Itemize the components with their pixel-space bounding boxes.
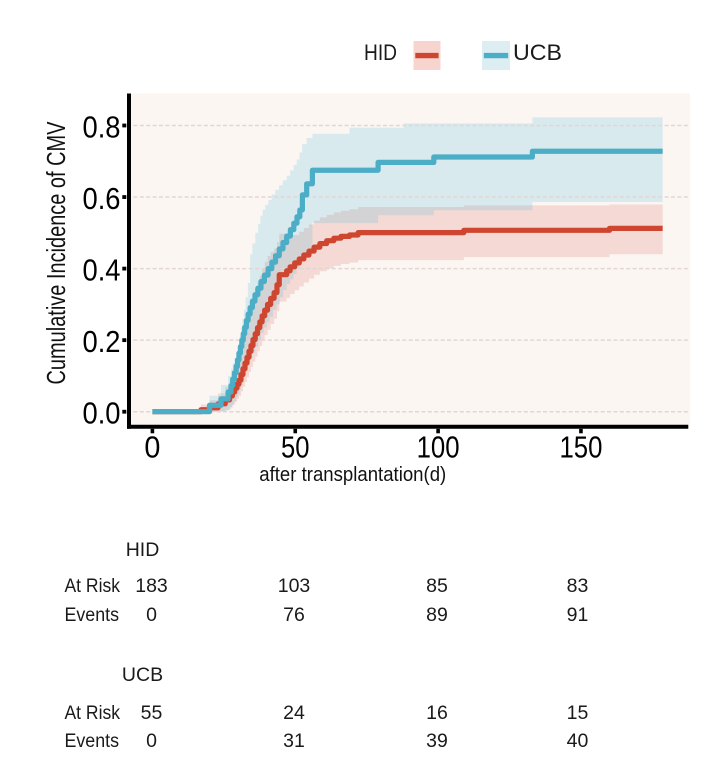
svg-text:85: 85 (426, 575, 448, 597)
svg-text:HID: HID (126, 539, 160, 561)
svg-text:At Risk: At Risk (65, 702, 121, 724)
svg-text:after transplantation(d): after transplantation(d) (259, 463, 446, 486)
svg-text:24: 24 (283, 702, 305, 724)
svg-text:UCB: UCB (122, 664, 163, 686)
svg-text:183: 183 (135, 575, 168, 597)
svg-text:HID: HID (364, 40, 397, 65)
svg-text:Events: Events (65, 730, 120, 752)
svg-text:0: 0 (146, 604, 157, 626)
svg-text:103: 103 (278, 575, 311, 597)
svg-text:100: 100 (417, 429, 460, 464)
svg-text:15: 15 (567, 702, 589, 724)
svg-text:0.0: 0.0 (83, 397, 121, 431)
svg-text:0.6: 0.6 (83, 182, 121, 216)
svg-text:UCB: UCB (513, 40, 562, 65)
svg-text:39: 39 (426, 730, 448, 752)
svg-text:0: 0 (146, 730, 157, 752)
svg-text:55: 55 (141, 702, 163, 724)
svg-text:0.2: 0.2 (83, 325, 121, 359)
svg-text:50: 50 (281, 429, 310, 464)
svg-text:Events: Events (65, 604, 120, 626)
svg-text:76: 76 (283, 604, 305, 626)
svg-text:150: 150 (559, 429, 602, 464)
svg-text:Cumulative Incidence of CMV: Cumulative Incidence of CMV (41, 121, 71, 385)
svg-text:0: 0 (144, 429, 160, 464)
svg-text:89: 89 (426, 604, 448, 626)
svg-text:91: 91 (567, 604, 589, 626)
svg-text:0.4: 0.4 (83, 254, 121, 288)
svg-text:At Risk: At Risk (65, 575, 121, 597)
svg-text:83: 83 (567, 575, 589, 597)
svg-text:0.8: 0.8 (83, 111, 121, 145)
svg-text:31: 31 (283, 730, 305, 752)
svg-text:16: 16 (426, 702, 448, 724)
svg-text:40: 40 (567, 730, 589, 752)
